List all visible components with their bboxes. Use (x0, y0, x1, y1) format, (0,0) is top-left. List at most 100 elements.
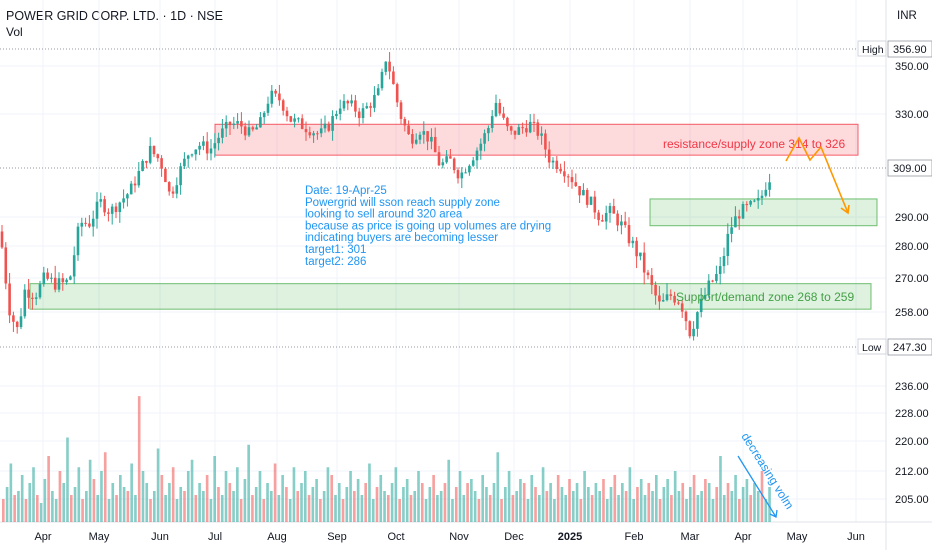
volume-bar (254, 487, 258, 522)
candle-body (407, 125, 410, 135)
volume-indicator-label[interactable]: Vol (6, 25, 23, 39)
volume-bar (470, 479, 473, 522)
candle-body (23, 289, 27, 317)
candle-body (76, 226, 80, 256)
candle-body (285, 110, 289, 117)
price-tick-label: 350.00 (895, 61, 929, 73)
volume-bar (466, 483, 469, 522)
candle-body (61, 278, 65, 283)
volume-bar (568, 479, 571, 522)
volume-bar (69, 495, 73, 522)
candle-body (642, 252, 646, 273)
volume-bar (511, 495, 515, 522)
volume-bar (545, 491, 549, 522)
candle-body (164, 168, 167, 183)
volume-bar (330, 475, 334, 522)
note-line: Powergrid will sson reach supply zone (305, 197, 500, 209)
volume-bar (496, 452, 500, 522)
volume-bar (564, 495, 568, 522)
volume-bar (269, 491, 273, 522)
candle-body (323, 123, 327, 129)
candle-body (308, 132, 312, 136)
volume-bar (360, 495, 364, 522)
volume-bar (413, 491, 417, 522)
volume-bar (100, 471, 103, 522)
volume-bar (179, 487, 183, 522)
support-zone-label: Support/demand zone 268 to 259 (676, 290, 854, 304)
volume-bar (390, 483, 394, 522)
candle-body (384, 61, 388, 72)
candle-body (650, 275, 654, 285)
volume-bar (96, 495, 100, 522)
price-tick-label: 290.00 (895, 212, 929, 224)
candle-body (84, 222, 87, 224)
time-tick-label: 2025 (558, 531, 582, 543)
high-tag: High (862, 44, 884, 56)
volume-bar (707, 483, 711, 522)
candle-body (601, 220, 604, 222)
candle-body (319, 128, 323, 134)
candle-body (597, 212, 600, 221)
volume-bar (704, 479, 707, 522)
candle-body (715, 274, 718, 281)
candle-body (680, 303, 684, 312)
volume-bar (368, 463, 371, 522)
volume-bar (647, 483, 651, 522)
candle-body (281, 100, 285, 111)
candle-body (80, 222, 84, 227)
candle-body (589, 196, 593, 205)
volume-bar (171, 467, 175, 522)
candle-body (0, 231, 4, 248)
note-line: Date: 19-Apr-25 (305, 185, 387, 197)
volume-bar (300, 483, 303, 522)
volume-bar (326, 467, 330, 522)
last-price-value-box (887, 159, 932, 177)
time-tick-label: May (89, 531, 110, 543)
volume-bar (696, 495, 700, 522)
low-value-box (887, 338, 932, 356)
volume-bar (605, 499, 609, 522)
volume-bar (734, 475, 737, 522)
volume-bar (277, 495, 281, 522)
volume-bar (24, 499, 28, 522)
time-tick-label: Jun (151, 531, 169, 543)
candle-body (300, 118, 304, 129)
volume-bar (556, 475, 560, 522)
candle-body (194, 149, 198, 155)
volume-bar (594, 483, 598, 522)
candle-body (72, 255, 76, 277)
note-line: indicating buyers are becoming lesser (305, 232, 498, 244)
candle-body (392, 71, 395, 85)
candle-body (574, 182, 578, 187)
volume-bar (537, 495, 541, 522)
volume-bar (473, 491, 477, 522)
volume-bar (609, 487, 613, 522)
volume-bar (636, 487, 639, 522)
volume-bar (432, 475, 435, 522)
candle-body (357, 111, 361, 119)
candle-body (449, 156, 452, 159)
candle-body (654, 284, 657, 296)
volume-bar (553, 499, 556, 522)
time-tick-label: Jun (847, 531, 865, 543)
volume-bar (194, 495, 198, 522)
note-line: target2: 286 (305, 256, 366, 268)
volume-bar (726, 483, 730, 522)
volume-bar (379, 475, 383, 522)
candle-body (65, 279, 68, 283)
candle-body (756, 198, 760, 201)
volume-bar (285, 487, 288, 522)
candle-body (57, 278, 61, 290)
volume-bar (62, 483, 66, 522)
candle-body (373, 95, 376, 108)
candle-body (513, 130, 517, 135)
volume-bar (134, 495, 137, 522)
currency-label[interactable]: INR (897, 10, 917, 22)
volume-bar (202, 491, 205, 522)
candle-body (50, 277, 53, 279)
price-tick-label: 220.00 (895, 436, 929, 448)
volume-bar (628, 467, 632, 522)
volume-bar (711, 499, 715, 522)
volume-bar (451, 499, 454, 522)
